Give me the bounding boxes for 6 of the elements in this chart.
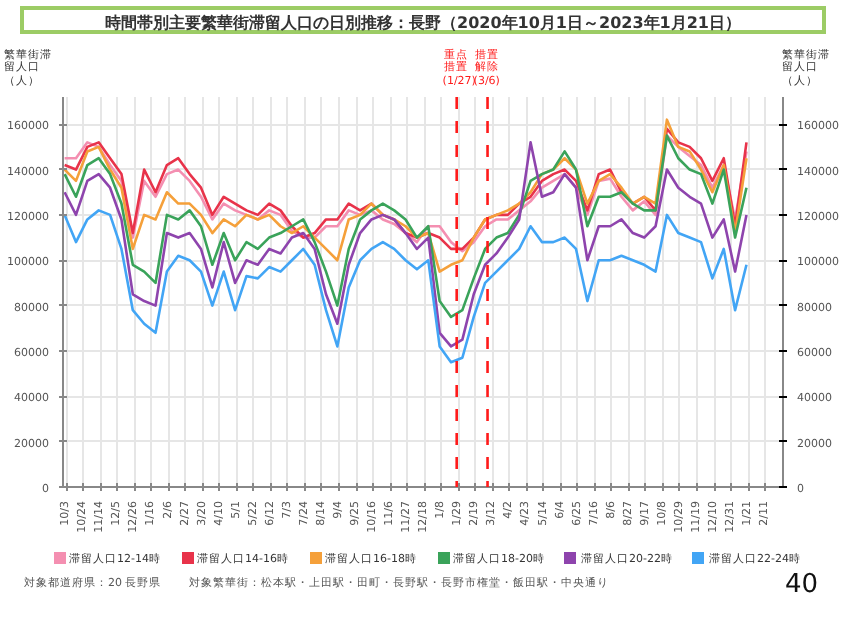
line-series bbox=[63, 141, 748, 348]
text: 40 bbox=[784, 567, 818, 604]
chart-title: 時間帯別主要繁華街滞留人口の日別推移：長野（2020年10月1日～2023年1月21日） bbox=[105, 12, 741, 35]
line-series bbox=[63, 118, 748, 273]
line-series bbox=[63, 134, 748, 319]
line-series bbox=[63, 209, 748, 364]
